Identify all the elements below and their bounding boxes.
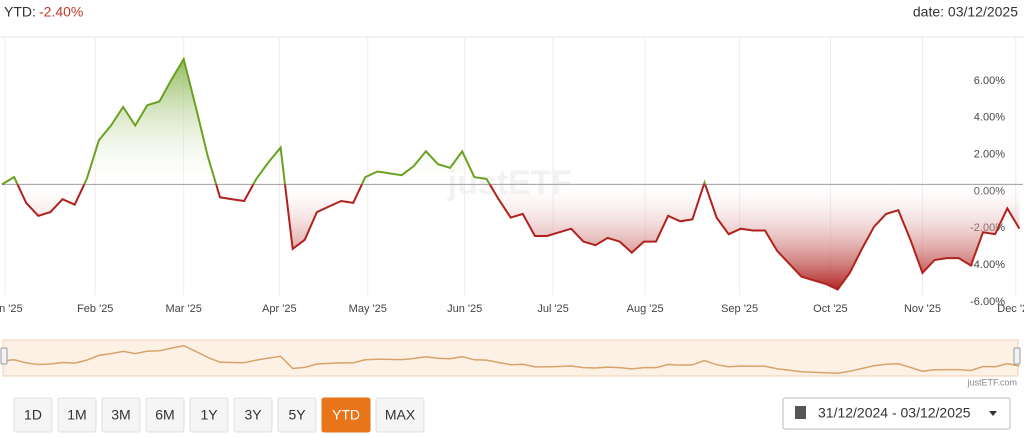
y-tick-label: 4.00% (974, 112, 1005, 124)
range-button-label: 6M (155, 407, 174, 423)
x-tick-label: Mar '25 (166, 303, 202, 315)
range-button-label: YTD (332, 407, 360, 423)
calendar-icon (795, 408, 806, 419)
y-tick-label: 6.00% (974, 75, 1005, 87)
range-button[interactable] (189, 397, 229, 433)
x-tick-label: Sep '25 (721, 303, 758, 315)
range-button-label: 1Y (200, 407, 218, 423)
x-tick-label: May '25 (349, 303, 387, 315)
date-range: 31/12/2024 - 03/12/2025 (818, 405, 971, 421)
navigator-handle[interactable] (1013, 347, 1021, 365)
range-button-label: MAX (385, 407, 416, 423)
date-range-picker[interactable]: 31/12/2024 - 03/12/2025 (782, 397, 1011, 430)
credits: justETF.com (966, 377, 1017, 387)
x-tick-label: Nov '25 (904, 303, 941, 315)
range-button[interactable] (57, 397, 97, 433)
navigator-series (1, 344, 1020, 375)
range-button-label: 1D (24, 407, 42, 423)
date: date: 03/12/2025 (913, 4, 1018, 20)
ytd-value: -2.40% (39, 4, 83, 20)
date-range-box[interactable] (782, 397, 1011, 430)
range-button[interactable] (145, 397, 185, 433)
navigator-handle[interactable] (0, 347, 8, 365)
x-tick-label: Aug '25 (627, 303, 664, 315)
line-positive (1, 56, 707, 185)
range-button[interactable] (233, 397, 273, 433)
x-tick-label: Jul '25 (537, 303, 568, 315)
y-tick-label: -6.00% (970, 296, 1005, 308)
ytd-label: YTD: (4, 4, 36, 20)
x-tick-label: Jan '25 (0, 303, 23, 315)
x-tick-label: Jun '25 (447, 303, 482, 315)
range-button[interactable] (101, 397, 141, 433)
x-tick-label: Dec '25 (997, 303, 1024, 315)
range-buttons: 1D 1M 3M 6M 1Y 3Y 5Y YTD MAX (13, 397, 425, 433)
area-positive (2, 59, 706, 185)
range-button-label: 3M (111, 407, 130, 423)
range-button[interactable] (277, 397, 317, 433)
calendar-icon-top (795, 406, 806, 409)
line-negative (2, 184, 1021, 291)
x-tick-label: Feb '25 (77, 303, 113, 315)
range-button-label: 3Y (244, 407, 262, 423)
range-button-label: 5Y (288, 407, 306, 423)
range-button[interactable] (375, 397, 425, 433)
y-tick-label: 2.00% (974, 148, 1005, 160)
y-tick-label: -4.00% (970, 259, 1005, 271)
navigator (2, 339, 1019, 377)
caret (989, 411, 997, 416)
range-button-label: 1M (67, 407, 86, 423)
x-tick-label: Oct '25 (813, 303, 848, 315)
navigator-line (1, 344, 1020, 375)
area-negative (2, 184, 1020, 290)
plot: Jan '25 Feb '25 Mar '25 Apr '25 May '25 Jun '… (0, 37, 1024, 315)
range-button[interactable] (13, 397, 53, 433)
x-tick-label: Apr '25 (262, 303, 297, 315)
range-button[interactable] (321, 397, 371, 433)
